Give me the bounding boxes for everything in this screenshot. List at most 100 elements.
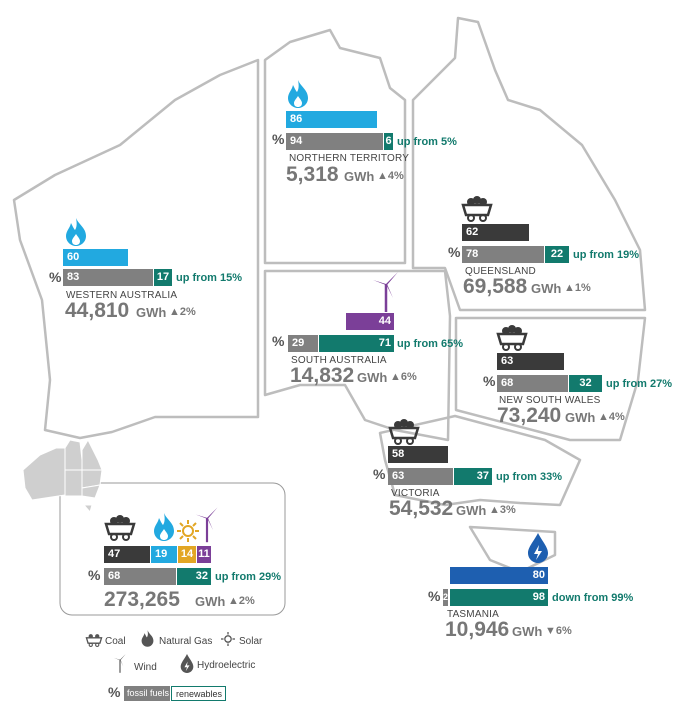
sa-outline [263,269,452,442]
wa-name: WESTERN AUSTRALIA [66,290,178,301]
nt-unit: GWh [344,169,375,184]
tas-pct-symbol: % [428,588,441,604]
nt-trend: ▲4% [377,170,404,182]
sa-fossil-bar: 29 [288,335,318,352]
wa-renew-bar: 17 [154,269,172,286]
natural-gas-icon [288,80,308,108]
wa-outline [12,58,260,440]
sa-renew-bar: 71 [319,335,394,352]
natural-gas-icon [154,513,174,541]
nt-outline [263,28,407,265]
tas-change: down from 99% [552,592,634,604]
inset-box [59,482,286,616]
sa-change: up from 65% [397,338,464,350]
nt-name: NORTHERN TERRITORY [289,153,410,164]
legend-fossil-key: fossil fuels [124,686,170,701]
sa-trend: ▲6% [390,371,417,383]
qld-unit: GWh [531,281,562,296]
qld-name: QUEENSLAND [465,266,536,277]
vic-name: VICTORIA [391,488,440,499]
national-trend: ▲2% [228,595,255,607]
legend-pct-symbol: % [108,684,121,700]
vic-unit: GWh [456,503,487,518]
coal-cart-icon [388,419,420,445]
nsw-unit: GWh [565,410,596,425]
tas-trend: ▼6% [545,625,572,637]
tas-hydro-bar: 80 [450,567,548,584]
tas-fossil-bar: 2 [443,589,448,606]
nsw-pct-symbol: % [483,373,496,389]
nt-gas-bar: 86 [286,111,377,128]
qld-trend: ▲1% [564,282,591,294]
national-total: 273,265 [104,588,180,611]
wa-trend: ▲2% [169,306,196,318]
tas-total: 10,946 [445,618,510,641]
vic-pct-symbol: % [373,466,386,482]
national-renew-bar: 32 [177,568,211,585]
coal-cart-icon [104,515,136,541]
tas-renew-bar: 98 [450,589,548,606]
tas-unit: GWh [512,624,543,639]
wind-turbine-icon [113,654,126,673]
wa-total: 44,810 [65,299,130,322]
wa-fossil-bar: 83 [63,269,153,286]
hydroelectric-icon [528,533,548,563]
sa-wind-bar: 44 [346,313,394,330]
mini-australia [22,438,103,514]
nsw-renew-bar: 32 [569,375,602,392]
nt-fossil-bar: 94 [286,133,383,150]
wa-pct-symbol: % [49,269,62,285]
national-gas-bar: 19 [151,546,177,563]
vic-coal-bar: 58 [388,446,448,463]
coal-cart-icon [461,196,493,222]
vic-trend: ▲3% [489,504,516,516]
nsw-trend: ▲4% [598,411,625,423]
qld-renew-bar: 22 [545,246,569,263]
wind-turbine-icon [373,272,398,312]
vic-renew-bar: 37 [454,468,492,485]
solar-icon [177,520,199,542]
legend-wind-label: Wind [134,662,157,673]
qld-fossil-bar: 78 [462,246,544,263]
qld-pct-symbol: % [448,244,461,260]
nsw-outline [454,316,647,442]
national-wind-bar: 11 [197,546,211,563]
nsw-coal-bar: 63 [497,353,564,370]
sa-total: 14,832 [290,364,355,387]
legend-coal-label: Coal [105,636,126,647]
sa-name: SOUTH AUSTRALIA [291,355,387,366]
vic-change: up from 33% [496,471,563,483]
legend-gas-label: Natural Gas [159,636,213,647]
nsw-fossil-bar: 68 [497,375,568,392]
wind-turbine-icon [195,507,218,543]
qld-change: up from 19% [573,249,640,261]
nsw-name: NEW SOUTH WALES [499,395,601,406]
tas-name: TASMANIA [447,609,499,620]
nt-total: 5,318 [286,163,339,186]
national-fossil-bar: 68 [104,568,176,585]
national-change: up from 29% [215,571,282,583]
solar-icon [221,632,235,646]
coal-cart-icon [496,325,528,351]
wa-change: up from 15% [176,272,243,284]
qld-outline [411,16,647,312]
national-coal-bar: 47 [104,546,150,563]
sa-pct-symbol: % [272,333,285,349]
natural-gas-icon [66,218,86,246]
natural-gas-icon [141,630,154,647]
vic-fossil-bar: 63 [388,468,453,485]
nt-pct-symbol: % [272,131,285,147]
coal-cart-icon [85,634,103,647]
hydroelectric-icon [180,654,194,673]
nt-change: up from 5% [397,136,457,148]
nt-renew-bar: 6 [384,133,393,150]
national-pct-symbol: % [88,567,101,583]
wa-gas-bar: 60 [63,249,128,266]
nsw-change: up from 27% [606,378,673,390]
national-solar-bar: 14 [178,546,196,563]
legend-hydro-label: Hydroelectric [197,660,256,671]
vic-total: 54,532 [389,497,454,520]
tas-outline [468,525,557,574]
legend-solar-label: Solar [239,636,263,647]
